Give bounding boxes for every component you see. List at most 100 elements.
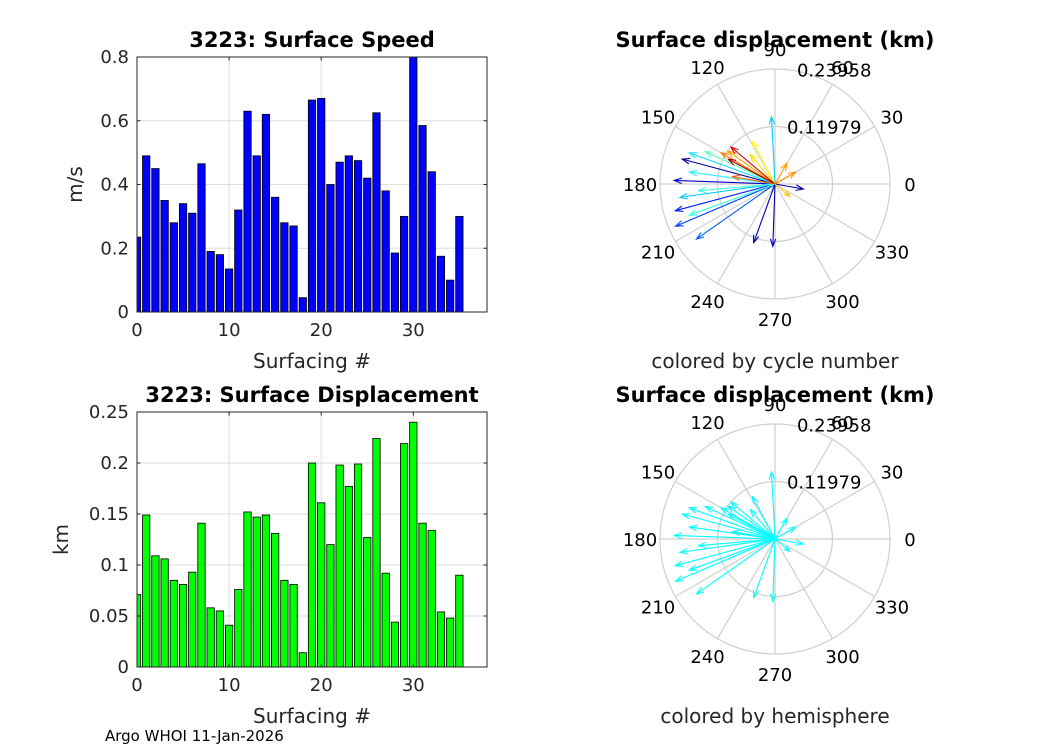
bar (178, 203, 188, 313)
vector-shaft (774, 183, 791, 197)
displacement-vector (695, 538, 776, 595)
bar (427, 529, 436, 668)
vector-shaft (727, 150, 776, 185)
y-tick-label: 0.25 (89, 402, 129, 423)
bar (136, 594, 142, 668)
x-tick-label: 30 (402, 675, 425, 696)
y-tick-label: 0.4 (100, 175, 129, 196)
bar (335, 161, 344, 313)
vector-shaft (675, 183, 776, 227)
angle-label: 90 (764, 395, 787, 416)
bar (280, 579, 289, 668)
vector-head (687, 524, 698, 532)
ring-label: 0.11979 (787, 117, 861, 138)
bar (234, 209, 243, 313)
displacement-vector (774, 183, 805, 191)
vector-shaft (770, 116, 776, 185)
angle-label: 210 (641, 598, 675, 619)
displacement-vector (730, 174, 776, 185)
angle-label: 180 (623, 530, 657, 551)
y-tick-label: 0.2 (100, 238, 129, 259)
bar (160, 558, 169, 668)
bar (390, 252, 399, 313)
axes-box (136, 411, 488, 668)
bar (169, 222, 178, 313)
bar (289, 225, 298, 313)
bar (225, 624, 234, 668)
bar (206, 607, 215, 668)
angle-label: 150 (641, 108, 675, 129)
x-tick-label: 20 (310, 675, 333, 696)
y-tick-label: 0.8 (100, 47, 129, 68)
displacement-vector (729, 145, 776, 185)
displacement-vector (680, 512, 776, 540)
vector-head (687, 169, 698, 177)
y-tick-label: 0.05 (89, 606, 129, 627)
vector-head (674, 575, 684, 582)
vector-head (703, 150, 714, 158)
bar (372, 112, 381, 313)
vector-head (696, 541, 707, 549)
vector-head (672, 532, 683, 539)
vector-head (703, 505, 714, 513)
vector-head (695, 232, 705, 240)
vector-head (795, 184, 805, 191)
bar (363, 177, 372, 313)
x-tick-label: 30 (402, 320, 425, 341)
displacement-vector (774, 526, 798, 540)
bar (215, 610, 224, 668)
vector-shaft (774, 517, 788, 540)
bar (206, 251, 215, 313)
x-tick-label: 20 (310, 320, 333, 341)
vector-head (783, 190, 791, 198)
vector-head (795, 539, 805, 546)
displacement-vector (680, 157, 776, 185)
vector-shaft (774, 162, 788, 185)
vector-shaft (689, 507, 776, 540)
bar (142, 514, 151, 668)
vector-shaft (705, 506, 776, 540)
bar (326, 184, 335, 313)
y-tick-label: 0.15 (89, 504, 129, 525)
vector-shaft (682, 158, 776, 185)
vector-shaft (675, 183, 776, 212)
x-tick-label: 0 (131, 320, 142, 341)
vector-head (768, 115, 776, 125)
vector-head (719, 506, 729, 515)
vector-shaft (689, 152, 776, 185)
bar (197, 522, 206, 668)
angle-label: 330 (875, 243, 909, 264)
bar (400, 443, 409, 668)
displacement-vector (687, 507, 776, 540)
vector-head (687, 564, 698, 571)
angle-label: 240 (690, 292, 724, 313)
vector-shaft (728, 513, 776, 540)
bar (188, 571, 197, 668)
angle-label: 150 (641, 463, 675, 484)
displacement-vector (774, 161, 788, 185)
vector-head (751, 140, 759, 150)
vector-head (678, 548, 688, 555)
vector-shaft (696, 183, 776, 240)
vector-head (730, 529, 741, 536)
bar (271, 532, 280, 668)
bar (243, 110, 252, 313)
vector-shaft (751, 141, 776, 185)
bar (317, 98, 326, 313)
displacement-vector (751, 495, 776, 540)
bar (197, 163, 206, 313)
angle-label: 90 (764, 40, 787, 61)
x-tick-label: 10 (218, 675, 241, 696)
bar (188, 212, 197, 313)
bar (381, 572, 390, 668)
vector-head (678, 193, 688, 200)
vector-head (783, 545, 791, 553)
vector-head (726, 505, 736, 513)
bar (363, 537, 372, 668)
vector-head (680, 157, 691, 165)
angle-label: 60 (831, 413, 854, 434)
displacement-vector (753, 538, 776, 600)
bar (353, 160, 363, 313)
displacement-vector (726, 513, 776, 540)
ring-label: 0.23958 (797, 61, 871, 82)
